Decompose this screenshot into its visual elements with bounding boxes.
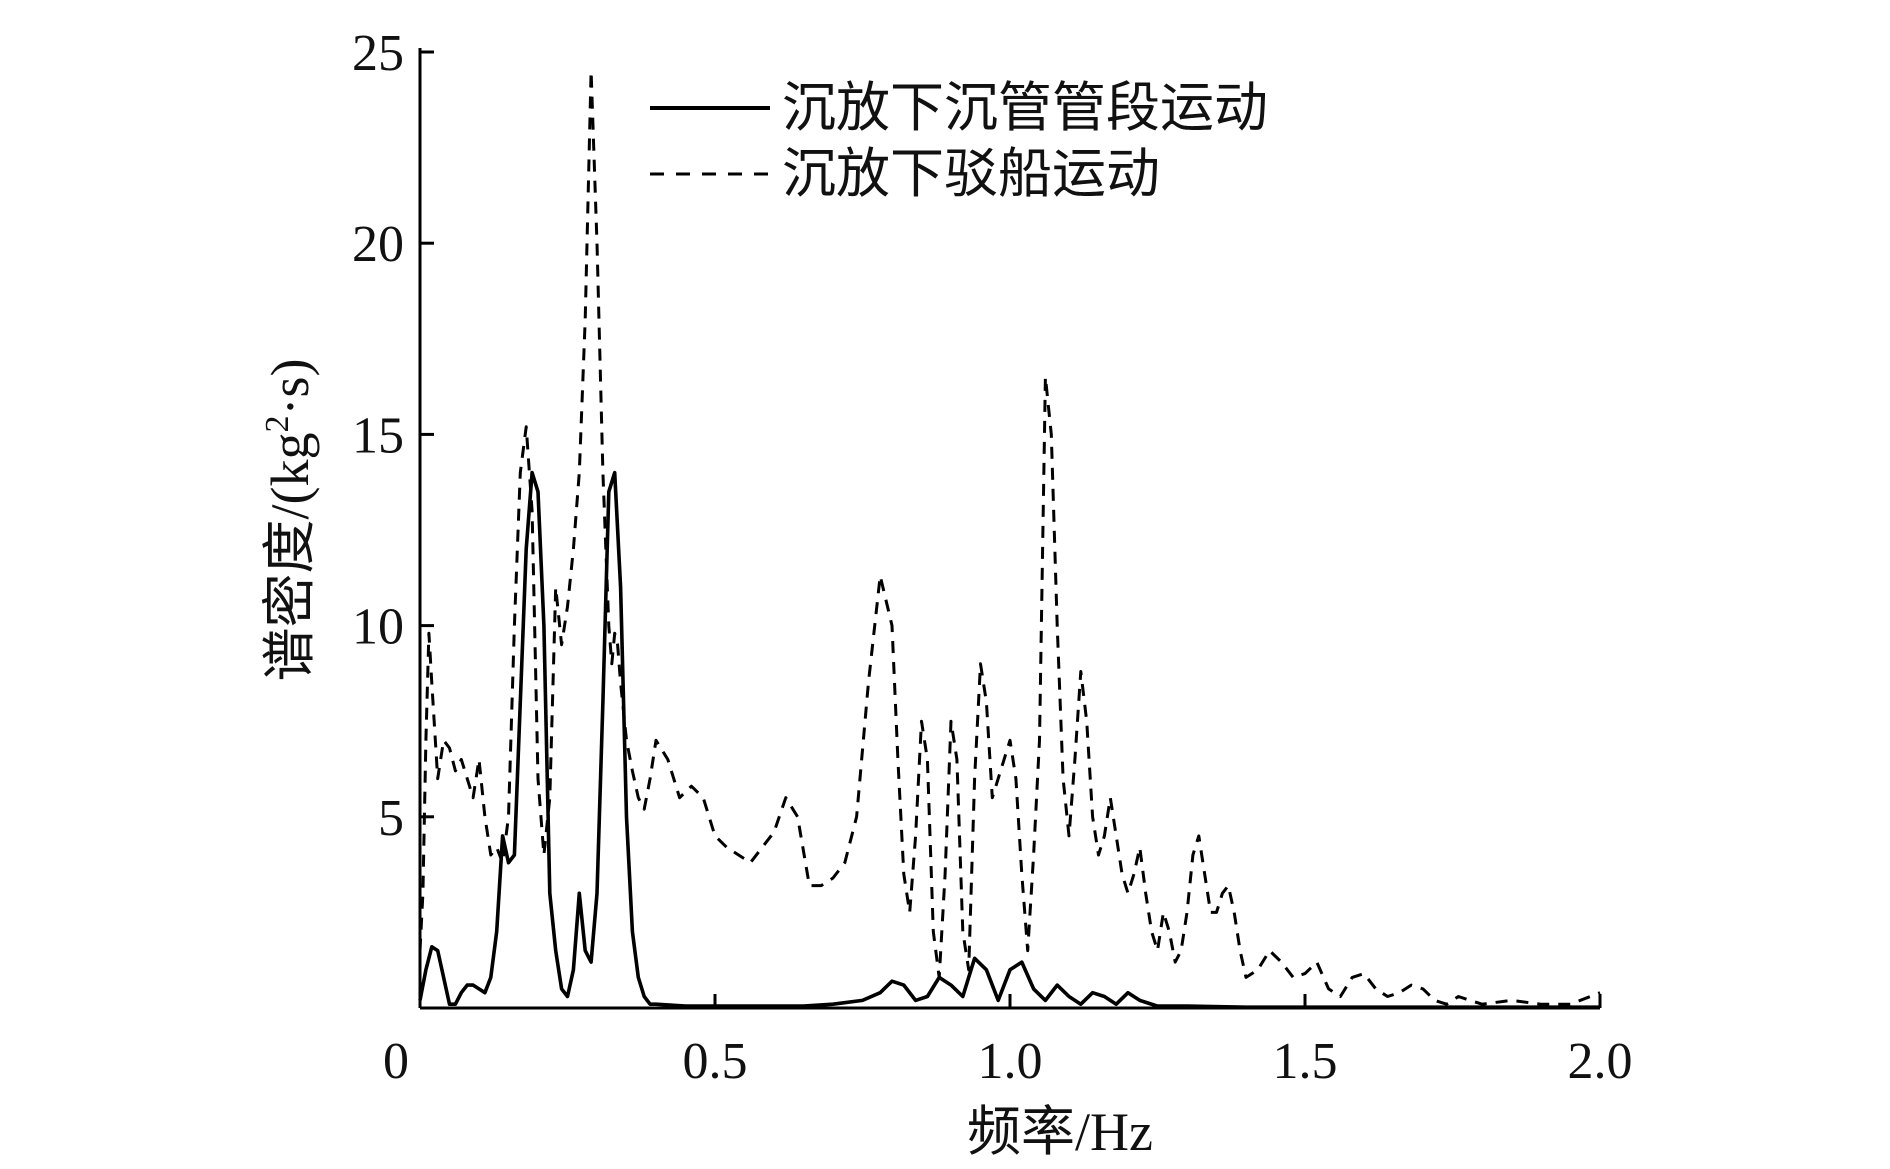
y-axis-title: 谱密度/(kg2·s)	[259, 359, 320, 682]
x-tick-label: 1.5	[1273, 1033, 1338, 1090]
x-tick-label: 0.5	[683, 1033, 748, 1090]
x-axis-title: 频率/Hz	[967, 1102, 1153, 1162]
x-tick-label: 0	[383, 1033, 409, 1090]
y-tick-label: 5	[378, 790, 404, 847]
legend-label-solid: 沉放下沉管管段运动	[782, 78, 1268, 138]
y-tick-label: 25	[352, 25, 404, 82]
x-tick-label: 2.0	[1568, 1033, 1633, 1090]
x-tick-label: 1.0	[978, 1033, 1043, 1090]
series-line-tube-segment	[418, 470, 1600, 1010]
y-tick-label: 20	[352, 216, 404, 273]
y-tick-label: 15	[352, 407, 404, 464]
series-layer	[418, 69, 1601, 1010]
y-axis-title-main: 谱密度/(kg	[260, 432, 320, 681]
y-axis-title-superscript: 2	[259, 415, 296, 432]
legend-label-dashed: 沉放下驳船运动	[782, 144, 1160, 204]
y-axis-title-tail: ·s)	[260, 359, 320, 416]
axes: 0 0.5 1.0 1.5 2.0 5 10 15 20 25	[352, 25, 1633, 1090]
series-line-barge	[418, 69, 1601, 1006]
legend: 沉放下沉管管段运动 沉放下驳船运动	[650, 78, 1268, 204]
y-tick-label: 10	[352, 599, 404, 656]
